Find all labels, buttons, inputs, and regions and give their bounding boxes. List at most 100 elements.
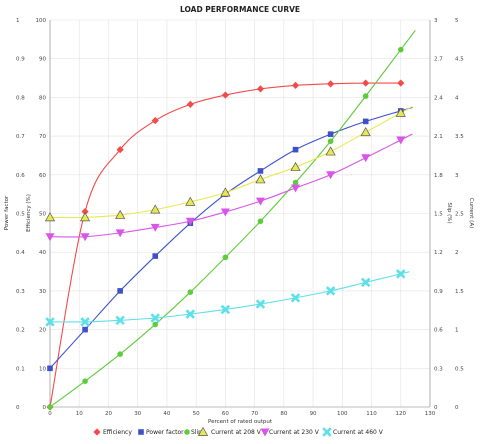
y-tick-label-power-factor: 0.7 bbox=[16, 134, 25, 140]
x-tick-label: 0 bbox=[48, 411, 52, 417]
y-tick-label-current: 2.5 bbox=[455, 212, 464, 218]
legend-marker-current-at-230-v bbox=[260, 428, 270, 437]
x-tick-label: 40 bbox=[163, 411, 170, 417]
series-point-current-at-460-v bbox=[325, 286, 336, 296]
series-point-current-at-460-v-stroke-b bbox=[220, 304, 231, 315]
series-point-slip bbox=[397, 46, 404, 53]
x-tick-label: 50 bbox=[193, 411, 200, 417]
series-curves bbox=[49, 29, 416, 408]
series-point-slip bbox=[292, 179, 299, 186]
y-tick-label-efficiency: 60 bbox=[39, 173, 46, 179]
x-tick-label: 80 bbox=[280, 411, 287, 417]
series-point-current-at-230-v bbox=[326, 171, 336, 180]
y-tick-label-current: 4 bbox=[455, 95, 459, 101]
series-line-slip bbox=[49, 29, 416, 408]
y-tick-label-efficiency: 40 bbox=[39, 250, 46, 256]
series-point-power-factor bbox=[117, 288, 123, 294]
series-point-current-at-208-v bbox=[220, 187, 231, 197]
series-point-current-at-460-v-stroke-b bbox=[150, 313, 160, 323]
series-point-current-at-230-v bbox=[255, 197, 265, 206]
series-point-power-factor bbox=[47, 365, 53, 372]
series-point-current-at-230-v bbox=[291, 184, 301, 193]
y-tick-label-current: 3 bbox=[455, 173, 459, 179]
y-tick-label-slip: 0 bbox=[434, 405, 438, 411]
series-point-current-at-460-v bbox=[45, 317, 55, 327]
y-tick-label-power-factor: 0.4 bbox=[16, 250, 25, 256]
series-point-current-at-230-v bbox=[185, 217, 195, 226]
grid bbox=[49, 19, 431, 408]
series-point-current-at-208-v bbox=[115, 209, 126, 219]
y-tick-label-efficiency: 80 bbox=[39, 95, 46, 101]
y-tick-label-power-factor: 0.8 bbox=[16, 95, 25, 101]
series-point-current-at-208-v bbox=[79, 212, 91, 222]
series-point-current-at-208-v bbox=[150, 204, 161, 214]
legend-label-power-factor: Power factor bbox=[146, 429, 184, 436]
series-point-current-at-460-v bbox=[255, 299, 266, 309]
y-tick-label-power-factor: 0.9 bbox=[16, 57, 25, 63]
legend-label-efficiency: Efficiency bbox=[103, 429, 132, 436]
y-tick-label-efficiency: 30 bbox=[39, 289, 46, 295]
x-tick-label: 30 bbox=[134, 411, 141, 417]
y-tick-label-slip: 0.6 bbox=[434, 328, 443, 334]
legend-marker-efficiency bbox=[93, 428, 101, 436]
series-point-slip bbox=[362, 93, 369, 99]
x-tick-label: 110 bbox=[366, 411, 377, 417]
series-point-current-at-460-v bbox=[185, 309, 196, 319]
series-point-efficiency bbox=[81, 207, 89, 216]
y-tick-label-slip: 2.1 bbox=[434, 134, 443, 140]
series-point-current-at-460-v-stroke-b bbox=[115, 315, 125, 326]
series-point-power-factor bbox=[152, 253, 159, 259]
series-point-power-factor bbox=[257, 168, 264, 174]
y-tick-label-power-factor: 0.6 bbox=[16, 173, 25, 179]
series-point-power-factor bbox=[82, 326, 88, 333]
y-tick-label-current: 3.5 bbox=[455, 134, 464, 140]
x-tick-label: 130 bbox=[425, 411, 436, 417]
series-line-current-at-230-v bbox=[49, 133, 413, 238]
series-point-current-at-460-v bbox=[80, 317, 90, 327]
y-tick-label-slip: 0.9 bbox=[434, 289, 443, 295]
y-tick-label-current: 5 bbox=[455, 18, 459, 24]
series-point-current-at-230-v bbox=[396, 136, 406, 145]
series-point-current-at-460-v bbox=[115, 315, 125, 326]
y-tick-label-efficiency: 70 bbox=[39, 134, 46, 140]
legend-label-current-at-230-v: Current at 230 V bbox=[269, 429, 320, 436]
series-point-current-at-208-v bbox=[325, 146, 336, 156]
series-point-efficiency bbox=[151, 117, 159, 125]
x-axis-label: Percent of rated output bbox=[208, 419, 273, 425]
series-point-current-at-230-v bbox=[361, 154, 371, 163]
series-point-slip bbox=[187, 289, 194, 295]
series-point-slip bbox=[47, 404, 53, 410]
legend-label-current-at-460-v: Current at 460 V bbox=[333, 429, 384, 436]
y-tick-label-slip: 2.7 bbox=[434, 57, 443, 63]
series-point-current-at-460-v bbox=[290, 293, 301, 303]
series-point-efficiency bbox=[362, 79, 370, 87]
series-point-current-at-460-v bbox=[396, 269, 406, 279]
series-point-current-at-208-v bbox=[185, 196, 196, 206]
series-point-current-at-460-v-stroke-b bbox=[360, 277, 371, 288]
series-point-current-at-460-v-stroke-b bbox=[80, 317, 90, 327]
y-tick-label-power-factor: 0.3 bbox=[16, 289, 25, 295]
axes: 0 10 20 30 40 50 60 70 80 90 100 110 120 13000.10.20.… bbox=[16, 18, 464, 417]
series-point-current-at-460-v-stroke-b bbox=[185, 309, 196, 319]
series-point-power-factor bbox=[292, 146, 299, 153]
series-point-efficiency bbox=[291, 81, 300, 90]
y-tick-label-power-factor: 0.2 bbox=[16, 328, 25, 334]
y-tick-label-slip: 0.3 bbox=[434, 366, 443, 372]
y-tick-label-power-factor: 0.5 bbox=[16, 212, 25, 218]
series-point-current-at-230-v bbox=[80, 233, 90, 242]
x-tick-label: 100 bbox=[337, 411, 348, 417]
y-tick-label-efficiency: 10 bbox=[39, 366, 46, 372]
series-line-current-at-460-v bbox=[49, 271, 410, 323]
y-tick-label-power-factor: 0.1 bbox=[16, 366, 25, 372]
y-axis-label-current: Current (A) bbox=[468, 198, 474, 228]
series-point-current-at-230-v bbox=[150, 223, 160, 232]
series-point-slip bbox=[222, 254, 229, 261]
series-point-slip bbox=[257, 218, 264, 225]
series-point-current-at-208-v bbox=[360, 127, 371, 137]
legend-label-slip: Slip bbox=[191, 429, 202, 436]
series-point-efficiency bbox=[186, 100, 194, 108]
legend-marker-current-at-460-v bbox=[322, 427, 332, 437]
series-point-current-at-460-v-stroke-b bbox=[325, 286, 336, 296]
series-markers bbox=[44, 46, 406, 411]
